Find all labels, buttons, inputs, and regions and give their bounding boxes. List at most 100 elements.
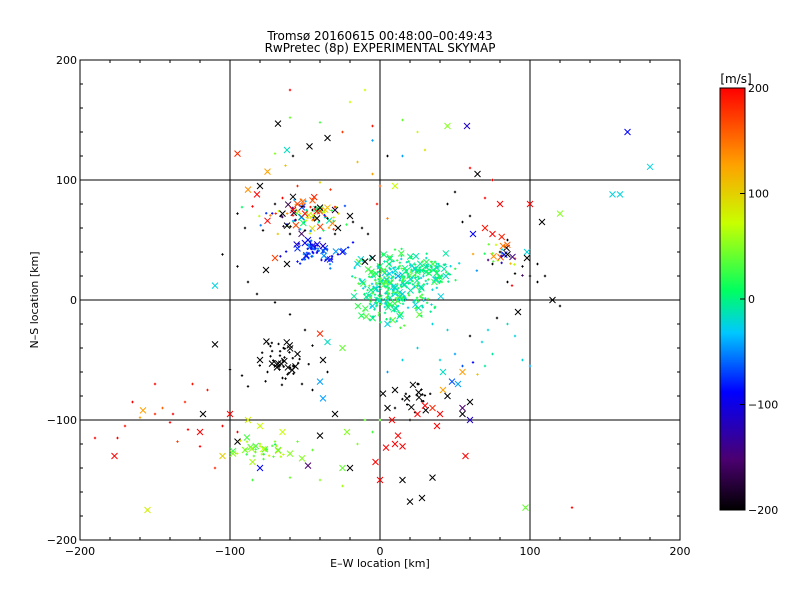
data-point-plus (258, 214, 261, 218)
data-point-x (252, 442, 260, 450)
data-point-plus (471, 252, 475, 256)
data-point-plus (371, 430, 374, 434)
colorbar-tick-label: 100 (748, 188, 769, 201)
data-point-plus (168, 421, 172, 424)
data-point-plus (291, 356, 294, 360)
data-point-x (382, 444, 390, 451)
data-point-x (433, 269, 441, 277)
data-point-x (414, 266, 422, 274)
data-point-x (359, 280, 367, 287)
data-point-x (498, 233, 506, 241)
data-point-x (219, 452, 226, 460)
data-point-x (229, 450, 237, 457)
data-point-plus (322, 229, 325, 232)
data-point-plus (298, 262, 302, 265)
data-point-x (466, 416, 474, 424)
data-point-x (489, 230, 496, 238)
data-point-x (497, 253, 504, 261)
data-point-plus (251, 478, 254, 482)
data-point-x (310, 193, 318, 201)
data-point-plus (414, 273, 417, 277)
data-point-plus (269, 355, 272, 358)
data-point-plus (385, 296, 388, 299)
data-point-x (369, 254, 376, 262)
data-point-x (397, 310, 404, 318)
data-point-plus (371, 172, 374, 176)
data-point-plus (330, 257, 334, 261)
data-point-plus (246, 280, 250, 284)
data-point-x (496, 200, 504, 208)
data-point-plus (131, 400, 134, 404)
data-point-plus (426, 282, 429, 285)
data-point-x (357, 255, 365, 263)
data-point-x (229, 447, 237, 455)
data-point-x (339, 464, 346, 472)
data-point-x (248, 445, 256, 453)
colorbar-title: [m/s] (720, 72, 751, 86)
data-point-plus (300, 205, 304, 208)
data-point-plus (258, 364, 261, 367)
data-point-plus (273, 152, 277, 155)
data-point-plus (411, 283, 415, 286)
data-point-plus (409, 270, 413, 274)
data-point-plus (424, 279, 427, 283)
data-point-x (418, 284, 425, 292)
data-point-plus (375, 202, 379, 206)
colorbar-tick-label: −200 (748, 504, 778, 517)
data-point-plus (433, 305, 437, 309)
data-point-plus (510, 284, 514, 287)
data-point-x (376, 476, 384, 484)
data-point-x (431, 278, 438, 286)
data-point-x (437, 293, 445, 300)
data-point-plus (410, 268, 413, 271)
data-point-plus (401, 358, 404, 362)
data-point-plus (393, 406, 397, 410)
data-point-x (256, 464, 264, 472)
data-point-plus (453, 352, 457, 356)
data-point-plus (279, 455, 283, 458)
data-point-plus (313, 244, 317, 248)
data-point-plus (258, 442, 262, 446)
data-point-x (234, 438, 241, 445)
data-point-x (394, 272, 402, 280)
data-point-plus (245, 440, 249, 443)
data-point-plus (161, 406, 164, 410)
data-point-plus (282, 453, 285, 456)
data-point-x (538, 218, 546, 226)
data-point-plus (420, 399, 424, 403)
data-point-plus (521, 358, 524, 362)
data-point-plus (416, 275, 420, 278)
data-point-plus (296, 440, 299, 443)
data-point-x (406, 498, 414, 505)
data-point-plus (423, 394, 427, 397)
data-point-plus (304, 200, 307, 203)
y-axis-ticks: −200 −100 0 100 200 (47, 54, 680, 547)
data-point-plus (386, 154, 389, 158)
data-point-plus (416, 282, 420, 285)
data-point-plus (171, 412, 175, 416)
data-point-plus (370, 275, 374, 279)
data-point-x (504, 241, 511, 249)
data-point-x (301, 210, 309, 217)
data-point-x (262, 266, 270, 274)
data-point-plus (422, 274, 425, 278)
data-point-x (339, 248, 346, 256)
data-point-plus (528, 364, 532, 368)
data-point-plus (332, 228, 335, 231)
data-point-plus (301, 202, 304, 206)
data-point-plus (245, 453, 248, 456)
data-point-plus (383, 260, 386, 263)
data-point-x (390, 305, 398, 313)
data-point-plus (307, 362, 310, 366)
data-point-plus (300, 258, 304, 261)
data-point-plus (392, 291, 395, 294)
data-point-plus (401, 397, 404, 401)
data-point-x (442, 250, 450, 257)
data-point-plus (377, 311, 381, 314)
data-point-plus (280, 383, 284, 387)
data-point-plus (278, 354, 282, 357)
data-point-plus (276, 232, 279, 236)
data-point-x (331, 206, 339, 214)
data-point-x (409, 381, 417, 389)
data-point-x (283, 260, 291, 268)
